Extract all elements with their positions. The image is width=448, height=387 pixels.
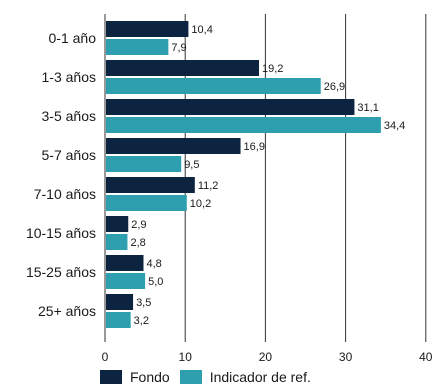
data-label: 10,2 [190,198,211,210]
legend-swatch-indicador [179,370,202,384]
legend-item-indicador: Indicador de ref. [179,369,311,385]
legend-item-fondo: Fondo [100,369,170,385]
legend-label-indicador: Indicador de ref. [209,369,311,385]
x-tick-label: 0 [102,350,109,364]
x-tick-label: 30 [339,350,353,364]
bar-fondo [106,216,129,232]
data-label: 9,5 [184,159,199,171]
bar-indicador [106,39,169,55]
bar-fondo [106,21,189,37]
bar-indicador [106,273,146,289]
x-tick-label: 10 [179,350,193,364]
category-label: 7-10 años [34,186,96,202]
bar-indicador [106,234,128,250]
bar-fondo [106,177,195,193]
data-label: 5,0 [148,276,163,288]
category-label: 5-7 años [42,147,96,163]
bar-indicador [106,156,182,172]
legend-label-fondo: Fondo [130,369,170,385]
category-label: 10-15 años [26,225,96,241]
bar-fondo [106,60,259,76]
bar-fondo [106,138,241,154]
bar-fondo [106,294,134,310]
category-label: 3-5 años [42,108,96,124]
data-label: 3,5 [136,297,151,309]
data-label: 2,8 [130,237,145,249]
data-label: 34,4 [384,120,405,132]
bar-indicador [106,78,321,94]
data-label: 4,8 [146,258,161,270]
data-label: 19,2 [262,63,283,75]
category-label: 1-3 años [42,69,96,85]
legend: Fondo Indicador de ref. [100,368,321,386]
category-label: 25+ años [38,303,96,319]
x-tick-label: 20 [259,350,273,364]
data-label: 31,1 [357,102,378,114]
category-label: 0-1 año [49,30,97,46]
data-label: 26,9 [324,81,345,93]
bar-fondo [106,99,355,115]
category-label: 15-25 años [26,264,96,280]
data-label: 7,9 [171,42,186,54]
data-label: 10,4 [191,24,212,36]
bar-indicador [106,117,381,133]
bar-indicador [106,195,187,211]
legend-swatch-fondo [100,370,122,384]
bar-indicador [106,312,131,328]
data-label: 2,9 [131,219,146,231]
bar-fondo [106,255,144,271]
x-tick-label: 40 [419,350,433,364]
data-label: 11,2 [198,180,219,192]
data-label: 16,9 [244,141,265,153]
data-label: 3,2 [134,315,149,327]
